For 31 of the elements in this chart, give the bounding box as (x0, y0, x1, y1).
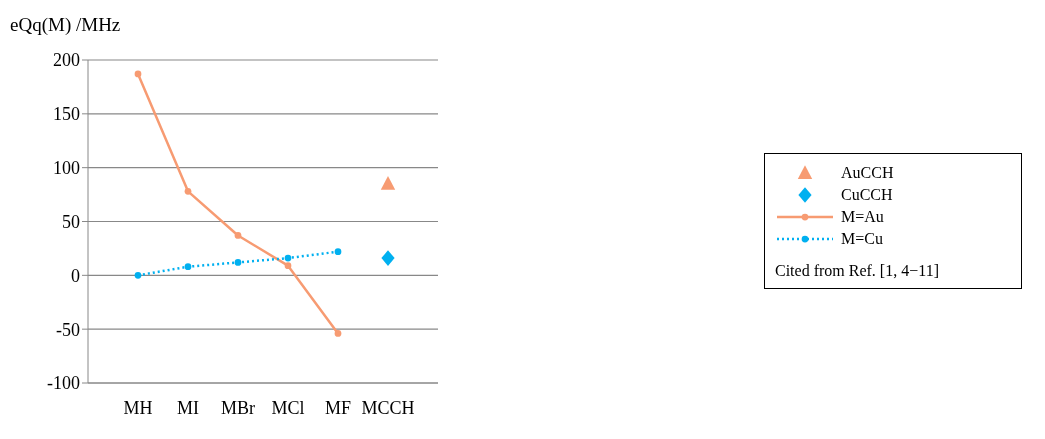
y-tick-label: 150 (53, 104, 80, 125)
point (184, 263, 192, 271)
point (381, 250, 395, 266)
point (134, 70, 142, 78)
x-tick-label: MBr (220, 397, 256, 418)
point (284, 262, 292, 270)
x-tick-label: MCl (271, 397, 305, 418)
point (380, 176, 396, 190)
y-tick-label: 50 (62, 211, 80, 232)
point (284, 254, 292, 262)
point (334, 248, 342, 256)
x-tick-label: MH (123, 397, 153, 418)
x-tick-label: MI (177, 397, 199, 418)
text: Cited from Ref. [1, 4−11] (775, 261, 940, 280)
y-tick-label: 200 (53, 50, 80, 71)
legend-label: AuCCH (841, 163, 894, 182)
x-tick-label: MCCH (361, 397, 415, 418)
point (234, 259, 242, 266)
point (234, 232, 242, 239)
legend-label: CuCCH (841, 185, 893, 204)
y-tick-label: 0 (71, 265, 80, 286)
legend-label: M=Cu (841, 229, 883, 248)
point (184, 187, 192, 195)
point (134, 271, 142, 279)
y-axis-title: eQq(M) /MHz (10, 14, 121, 36)
y-tick-label: -50 (56, 319, 80, 340)
point (334, 330, 342, 337)
y-tick-label: 100 (53, 158, 80, 179)
x-tick-label: MF (324, 397, 352, 418)
y-tick-label: -100 (47, 373, 80, 394)
legend-label: M=Au (841, 207, 884, 226)
